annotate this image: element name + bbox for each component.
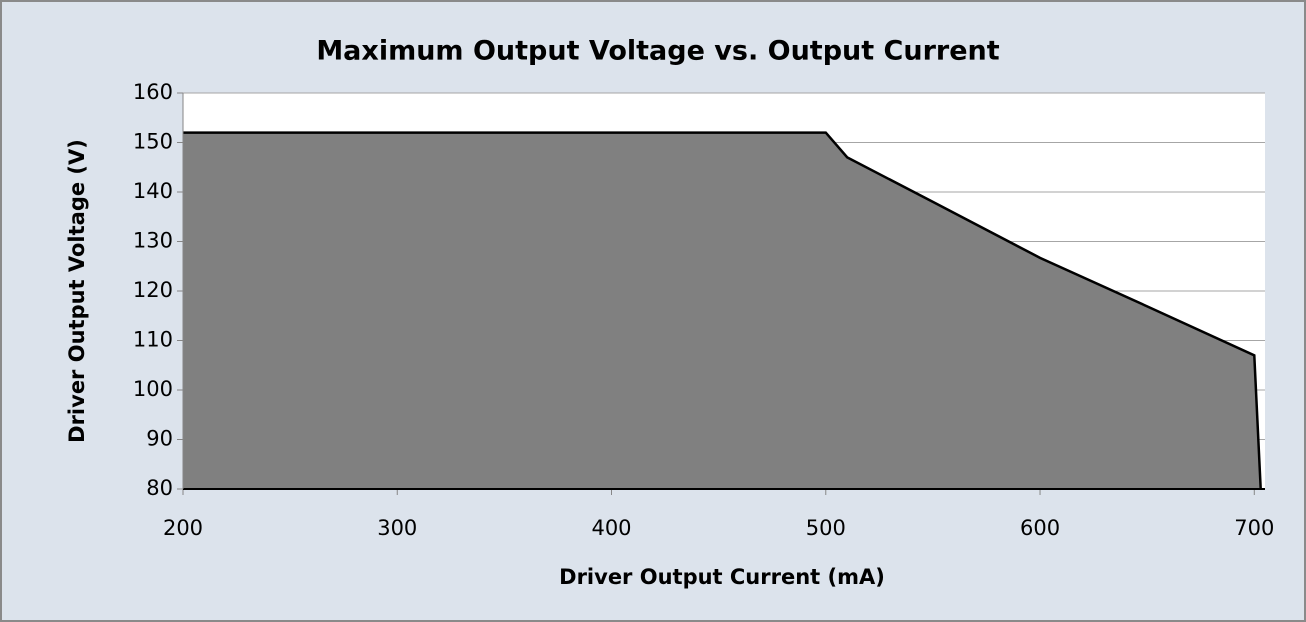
y-tick-label: 100 bbox=[133, 377, 173, 401]
y-tick-label: 150 bbox=[133, 130, 173, 154]
y-tick-label: 130 bbox=[133, 229, 173, 253]
x-tick-label: 400 bbox=[591, 516, 631, 540]
area-fill bbox=[183, 132, 1261, 489]
area-line bbox=[183, 131, 1262, 490]
x-tick-label: 500 bbox=[806, 516, 846, 540]
x-axis-title: Driver Output Current (mA) bbox=[559, 565, 885, 589]
x-tick-label: 600 bbox=[1020, 516, 1060, 540]
y-tick-label: 90 bbox=[146, 427, 173, 451]
x-tick-label: 300 bbox=[377, 516, 417, 540]
y-tick-label: 110 bbox=[133, 328, 173, 352]
x-tick-label: 200 bbox=[163, 516, 203, 540]
y-tick-label: 140 bbox=[133, 179, 173, 203]
x-tick-label: 700 bbox=[1234, 516, 1274, 540]
y-tick-label: 120 bbox=[133, 278, 173, 302]
y-tick-label: 160 bbox=[133, 80, 173, 104]
y-axis-title: Driver Output Voltage (V) bbox=[65, 139, 89, 443]
y-tick-label: 80 bbox=[146, 476, 173, 500]
chart-title: Maximum Output Voltage vs. Output Curren… bbox=[316, 36, 999, 67]
